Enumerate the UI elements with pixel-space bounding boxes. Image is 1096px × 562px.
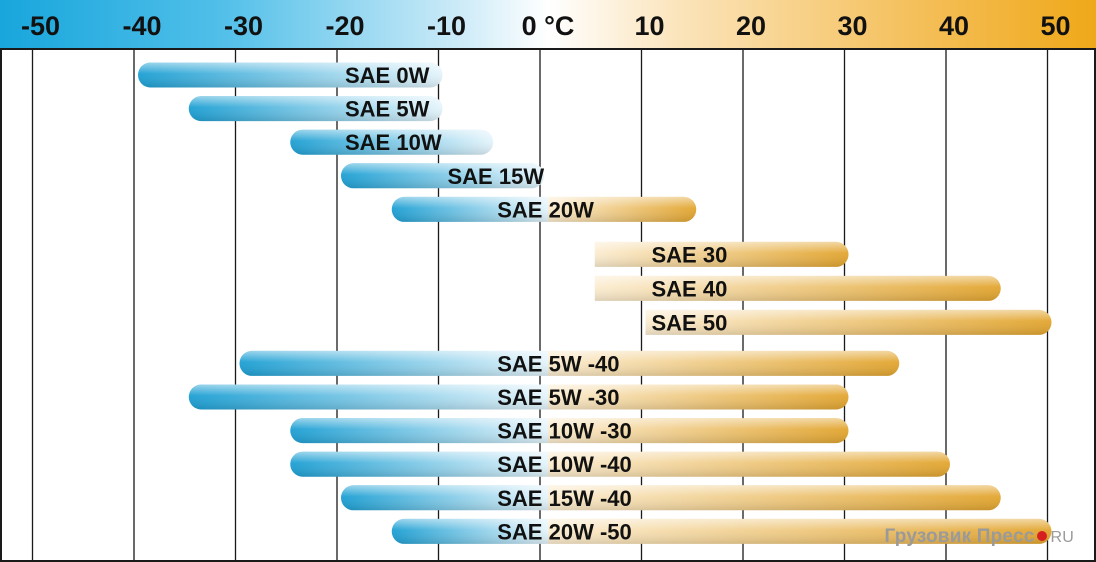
bar-label: SAE 15W xyxy=(448,164,545,189)
watermark-dot-icon xyxy=(1037,530,1048,541)
bar-label: SAE 30 xyxy=(652,242,728,267)
bar-label: SAE 0W xyxy=(345,63,430,88)
tick-label: 40 xyxy=(939,11,969,41)
bar-gloss xyxy=(290,129,494,155)
bar-label: SAE 20W -50 xyxy=(497,519,632,544)
bar-label: SAE 10W -30 xyxy=(497,419,632,444)
bar-gloss xyxy=(341,485,1001,511)
bar-gloss xyxy=(645,309,1052,335)
bar-gloss xyxy=(290,451,950,477)
bar-gloss xyxy=(290,418,849,444)
bar-gloss xyxy=(138,62,443,88)
bar-label: SAE 5W -30 xyxy=(497,385,619,410)
bar-label: SAE 10W xyxy=(345,130,442,155)
bar-label: SAE 40 xyxy=(652,276,728,301)
bar-label: SAE 15W -40 xyxy=(497,486,632,511)
bar-gloss xyxy=(391,518,1052,544)
bar-label: SAE 10W -40 xyxy=(497,452,632,477)
tick-label: -50 xyxy=(21,11,60,41)
watermark: Грузовик Пресс RU xyxy=(885,526,1074,548)
tick-label: -20 xyxy=(325,11,364,41)
tick-label: -40 xyxy=(122,11,161,41)
tick-label: 0 °C xyxy=(522,11,575,41)
bar-gloss xyxy=(594,275,1001,301)
bar-gloss xyxy=(188,96,443,122)
temperature-scale-bar xyxy=(0,0,1096,50)
bar-label: SAE 5W -40 xyxy=(497,351,619,376)
tick-label: -10 xyxy=(427,11,466,41)
grid-layer xyxy=(31,49,1049,560)
bars-layer xyxy=(138,62,1052,544)
bar-gloss xyxy=(188,384,849,410)
watermark-text: Грузовик Пресс xyxy=(884,526,1035,547)
tick-label: 50 xyxy=(1040,11,1070,41)
watermark-suffix: RU xyxy=(1050,529,1074,546)
bar-gloss xyxy=(594,241,849,267)
tick-label: 10 xyxy=(634,11,664,41)
tick-label: 20 xyxy=(736,11,766,41)
bar-label: SAE 50 xyxy=(652,310,728,335)
bar-label: SAE 5W xyxy=(345,97,430,122)
bar-label: SAE 20W xyxy=(497,197,594,222)
bar-gloss xyxy=(391,196,697,222)
tick-label: -30 xyxy=(224,11,263,41)
bar-gloss xyxy=(341,163,544,189)
tick-label: 30 xyxy=(837,11,867,41)
tick-labels-layer: -50 -40 -30 -20 -10 0 °C 10 20 30 40 50 xyxy=(21,11,1071,41)
bar-gloss xyxy=(239,350,900,376)
